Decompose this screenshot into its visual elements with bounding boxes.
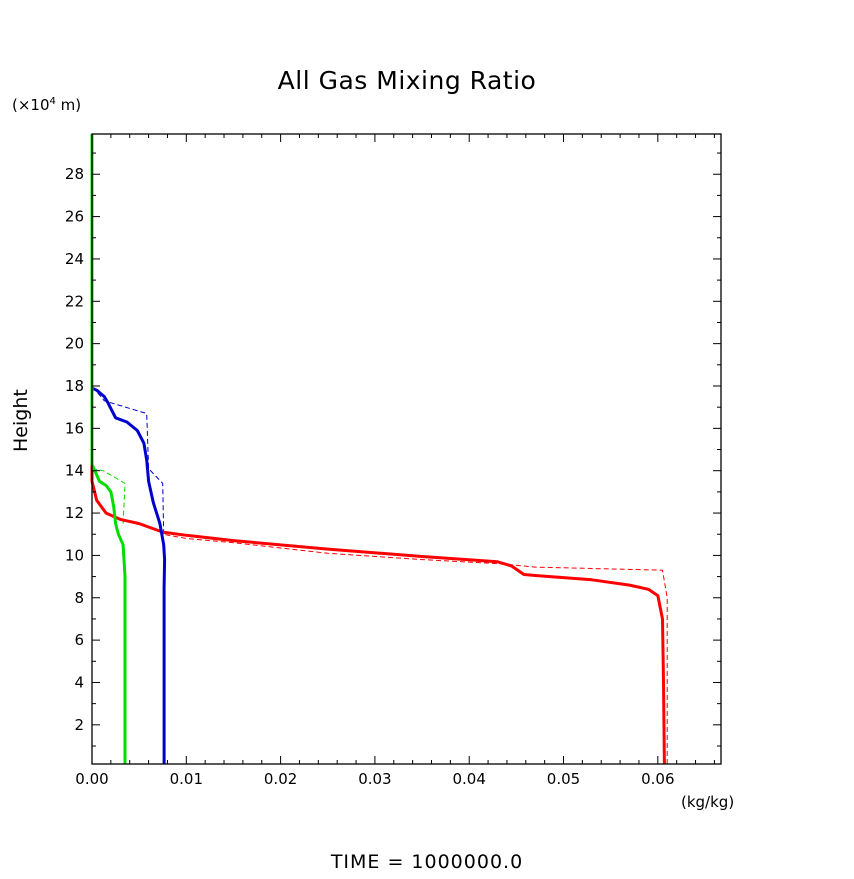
x-tick-label: 0.02 <box>264 770 297 788</box>
x-tick-label: 0.01 <box>170 770 203 788</box>
x-axis-unit-label: (kg/kg) <box>681 793 735 811</box>
chart-title: All Gas Mixing Ratio <box>277 66 537 95</box>
y-axis-label: Height <box>10 389 32 452</box>
series-line-4 <box>90 134 127 764</box>
y-tick-label: 6 <box>74 631 84 649</box>
series-line-2 <box>90 381 167 764</box>
y-tick-label: 28 <box>65 165 84 183</box>
x-tick-label: 0.04 <box>453 770 486 788</box>
y-tick-label: 26 <box>65 208 84 226</box>
y-tick-label: 22 <box>65 292 84 310</box>
axes-layer: 0.00 0.01 0.02 0.03 0.04 0.05 0.06246810121416… <box>65 133 722 788</box>
y-tick-label: 20 <box>65 335 84 353</box>
x-tick-label: 0.00 <box>75 770 108 788</box>
x-tick-label: 0.06 <box>641 770 674 788</box>
y-tick-label: 10 <box>65 546 84 564</box>
series-line-0 <box>90 449 666 765</box>
y-tick-label: 16 <box>65 419 84 437</box>
y-tick-label: 4 <box>74 673 84 691</box>
plot-frame <box>91 133 722 765</box>
series-line-5 <box>91 468 126 524</box>
y-tick-label: 24 <box>65 250 84 268</box>
y-tick-label: 18 <box>65 377 84 395</box>
series-line-3 <box>91 385 165 535</box>
x-tick-label: 0.03 <box>358 770 391 788</box>
series-layer <box>90 134 668 765</box>
y-tick-label: 14 <box>65 462 84 480</box>
y-tick-label: 12 <box>65 504 84 522</box>
series-line-1 <box>162 533 668 764</box>
y-tick-label: 2 <box>74 716 84 734</box>
time-footer: TIME = 1000000.0 <box>330 851 524 873</box>
y-tick-label: 8 <box>74 589 84 607</box>
x-tick-label: 0.05 <box>547 770 580 788</box>
y-unit-label: (×104 m) <box>12 96 82 114</box>
